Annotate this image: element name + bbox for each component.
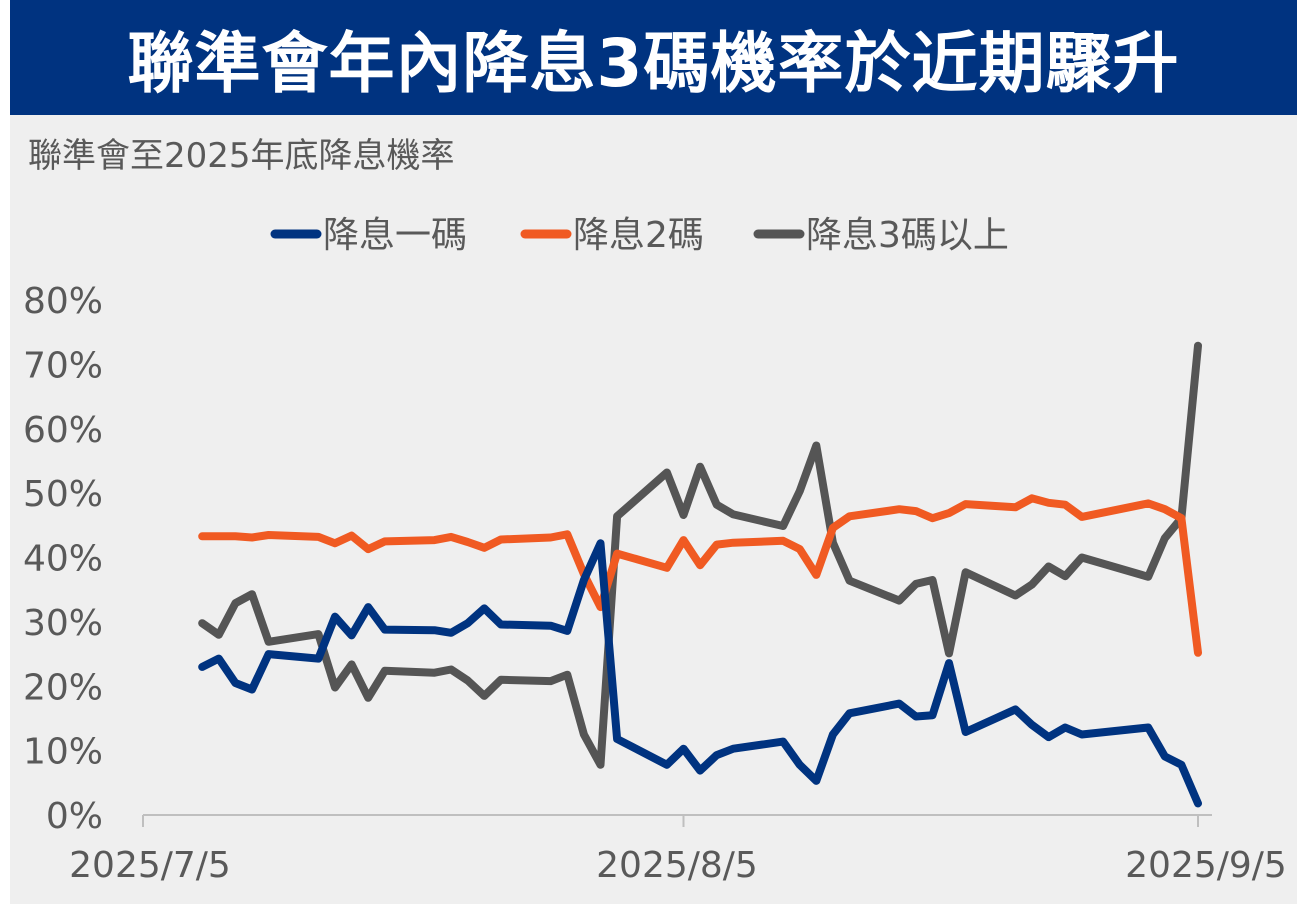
y-tick-label: 50%	[23, 474, 103, 515]
y-tick-label: 0%	[46, 796, 103, 837]
legend-label: 降息2碼	[573, 215, 704, 256]
y-tick-label: 40%	[23, 539, 103, 580]
y-tick-label: 70%	[23, 345, 103, 386]
legend: 降息一碼 降息2碼 降息3碼以上	[270, 215, 1009, 256]
legend-label: 降息3碼以上	[806, 215, 1009, 256]
y-tick-label: 80%	[23, 281, 103, 322]
chart-subtitle: 聯準會至2025年底降息機率	[28, 136, 455, 176]
y-tick-label: 60%	[23, 410, 103, 451]
title-bar: 聯準會年內降息3碼機率於近期驟升	[10, 0, 1297, 115]
legend-label: 降息一碼	[323, 215, 467, 256]
y-axis-ticks: 0% 10% 20% 30% 40% 50% 60% 70% 80%	[23, 281, 103, 837]
chart-title: 聯準會年內降息3碼機率於近期驟升	[127, 24, 1180, 102]
series-line-3	[198, 341, 1202, 769]
x-tick-label: 2025/7/5	[69, 845, 231, 886]
series-line-1	[198, 539, 1202, 808]
y-tick-label: 20%	[23, 667, 103, 708]
y-tick-label: 30%	[23, 603, 103, 644]
y-tick-label: 10%	[23, 732, 103, 773]
x-axis: 2025/7/5 2025/8/5 2025/9/5	[69, 814, 1287, 886]
x-tick-label: 2025/8/5	[596, 845, 758, 886]
chart-frame: 聯準會年內降息3碼機率於近期驟升 聯準會至2025年底降息機率	[10, 0, 1297, 904]
x-tick-label: 2025/9/5	[1125, 845, 1287, 886]
series-layer	[198, 341, 1202, 808]
series-line-2	[198, 494, 1202, 657]
